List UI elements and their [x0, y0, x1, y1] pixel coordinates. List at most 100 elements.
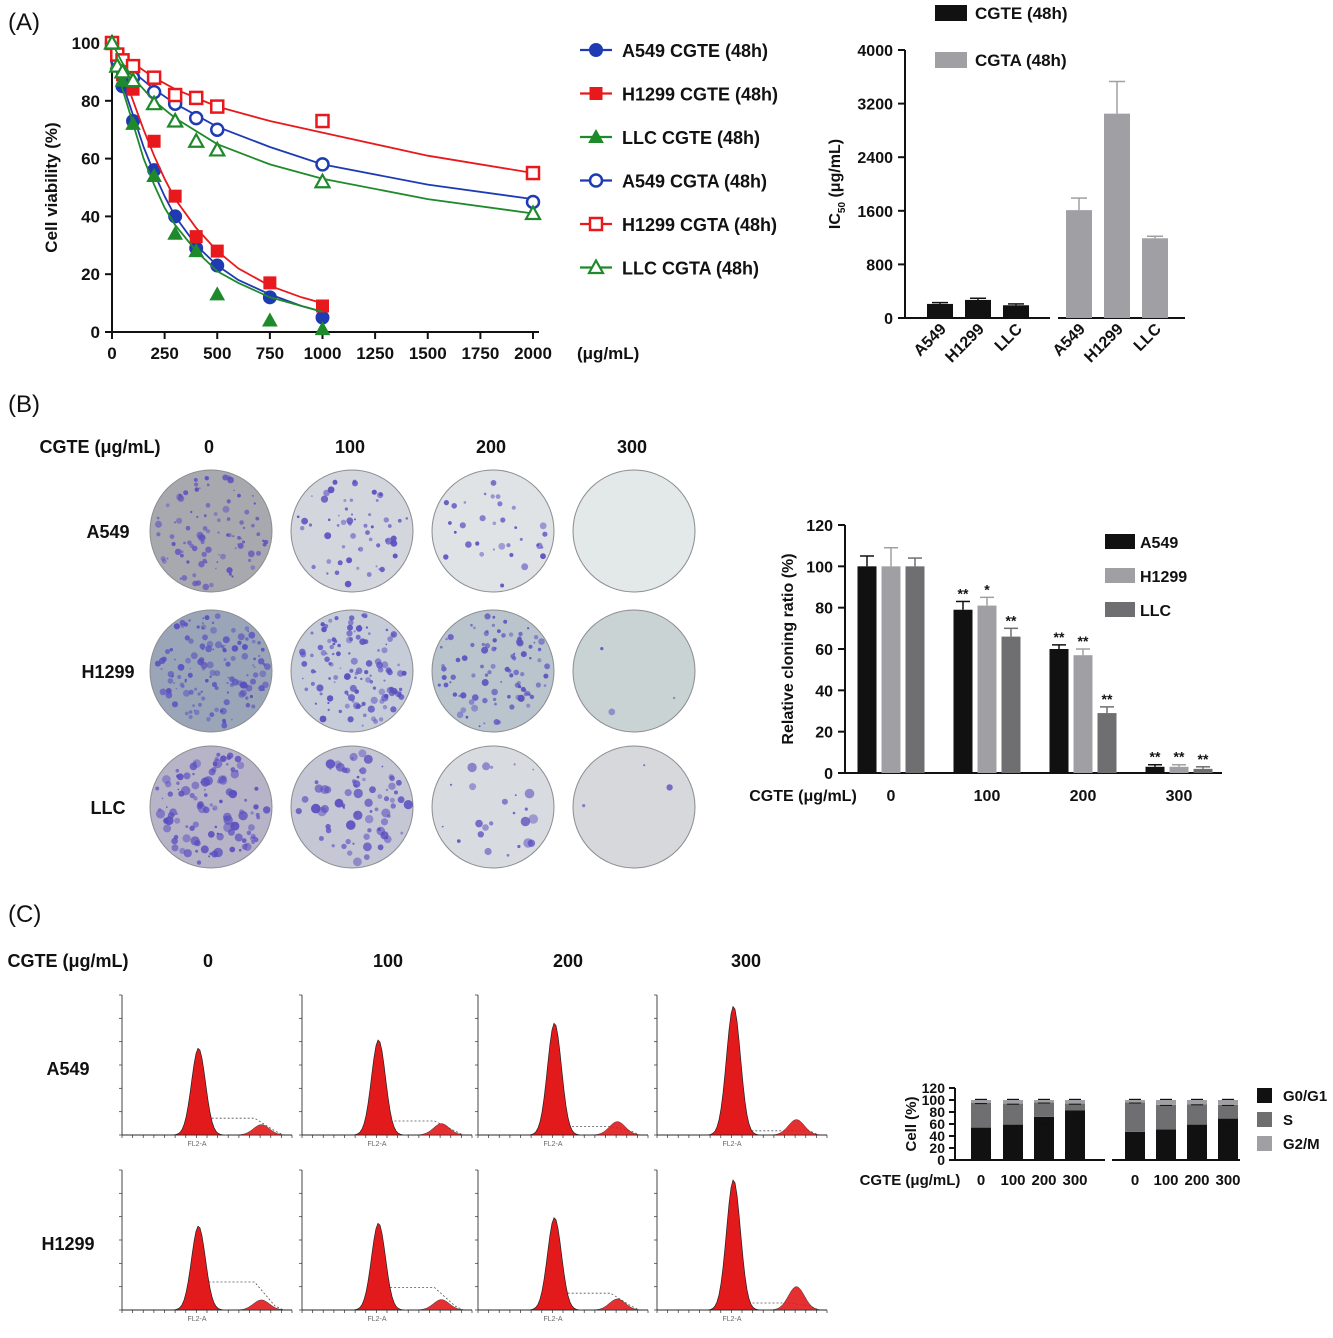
colony	[320, 495, 329, 503]
colony	[363, 754, 373, 764]
colony	[174, 817, 181, 824]
flow-histograms: CGTE (μg/mL) 0 100 200 300 A549 FL2-A FL2-A FL2-…	[8, 951, 828, 1323]
colony	[226, 681, 229, 685]
colony	[352, 479, 357, 484]
colony	[334, 570, 340, 576]
colony	[380, 818, 389, 826]
category-label: H1299	[942, 321, 987, 366]
culture-plate	[572, 609, 696, 733]
colony	[214, 670, 221, 677]
colony	[235, 769, 239, 773]
colony	[361, 724, 364, 727]
colony	[258, 658, 265, 665]
colony	[252, 672, 259, 678]
colony	[533, 641, 536, 644]
colony	[195, 849, 199, 853]
colony	[296, 515, 300, 519]
colony	[248, 631, 256, 639]
colony	[332, 642, 336, 646]
colony	[518, 685, 522, 689]
colony	[479, 551, 485, 557]
colony	[370, 696, 378, 704]
colony	[484, 613, 491, 620]
colony	[186, 560, 190, 564]
colony	[379, 566, 385, 573]
colony	[497, 501, 503, 507]
stacked-segment	[1156, 1104, 1176, 1130]
colony	[244, 798, 248, 802]
y-tick-label: 100	[806, 559, 833, 576]
colony	[347, 624, 353, 631]
colony	[206, 661, 214, 669]
colony	[348, 619, 354, 626]
colony	[357, 548, 360, 551]
colony	[155, 520, 162, 528]
y-axis-label: IC50 (μg/mL)	[827, 139, 848, 229]
y-tick-label: 120	[806, 518, 833, 535]
colony	[490, 494, 495, 499]
colony	[458, 694, 461, 698]
colony	[209, 803, 214, 807]
colony	[245, 702, 251, 708]
colony	[343, 499, 347, 502]
y-tick-label: 0	[824, 766, 833, 783]
colony	[482, 762, 491, 771]
colony	[248, 824, 255, 831]
stacked-segment	[971, 1103, 991, 1128]
conc-label: 200	[553, 951, 583, 971]
x-axis-label: CGTE (μg/mL)	[860, 1172, 961, 1189]
colony	[500, 681, 503, 683]
colony	[398, 687, 403, 692]
colony	[326, 572, 329, 575]
colony	[253, 666, 256, 669]
colony	[241, 644, 248, 650]
colony	[518, 631, 523, 637]
significance-mark: **	[1054, 629, 1065, 645]
colony	[341, 767, 348, 773]
colony	[356, 775, 360, 779]
y-tick-label: 80	[81, 92, 100, 111]
colony	[328, 677, 331, 680]
culture-plate	[290, 469, 414, 593]
colony	[226, 533, 230, 537]
colony	[390, 803, 396, 809]
colony	[161, 656, 167, 662]
colony	[540, 546, 544, 549]
colony	[344, 703, 350, 709]
colony	[350, 533, 356, 539]
cell-line-label: H1299	[41, 1234, 94, 1254]
legend-label: CGTE (48h)	[975, 4, 1068, 23]
conc-label: 300	[617, 437, 647, 457]
colony	[220, 707, 227, 715]
colony	[448, 521, 452, 525]
colony	[214, 613, 221, 620]
colony	[215, 567, 217, 570]
g2-peak	[227, 1299, 292, 1311]
data-point	[103, 33, 121, 50]
colony	[314, 780, 319, 785]
colony	[319, 692, 323, 696]
colony	[459, 522, 466, 529]
colony	[453, 530, 457, 534]
colony	[526, 703, 531, 708]
colony	[163, 818, 169, 825]
y-tick-label: 60	[81, 150, 100, 169]
colony	[214, 707, 219, 713]
colony	[317, 644, 324, 651]
colony	[253, 657, 256, 661]
colony	[364, 670, 369, 675]
colony	[378, 688, 386, 696]
stacked-segment	[1065, 1110, 1085, 1160]
colony	[209, 675, 212, 678]
colony	[197, 692, 201, 696]
colony	[203, 776, 213, 786]
colony	[359, 767, 367, 775]
colony	[524, 807, 528, 811]
colony	[179, 577, 182, 580]
colony	[341, 843, 347, 850]
colony	[160, 667, 163, 671]
colony	[193, 796, 198, 801]
colony	[192, 759, 202, 768]
category-label: 300	[1215, 1172, 1240, 1189]
colony	[600, 647, 604, 651]
